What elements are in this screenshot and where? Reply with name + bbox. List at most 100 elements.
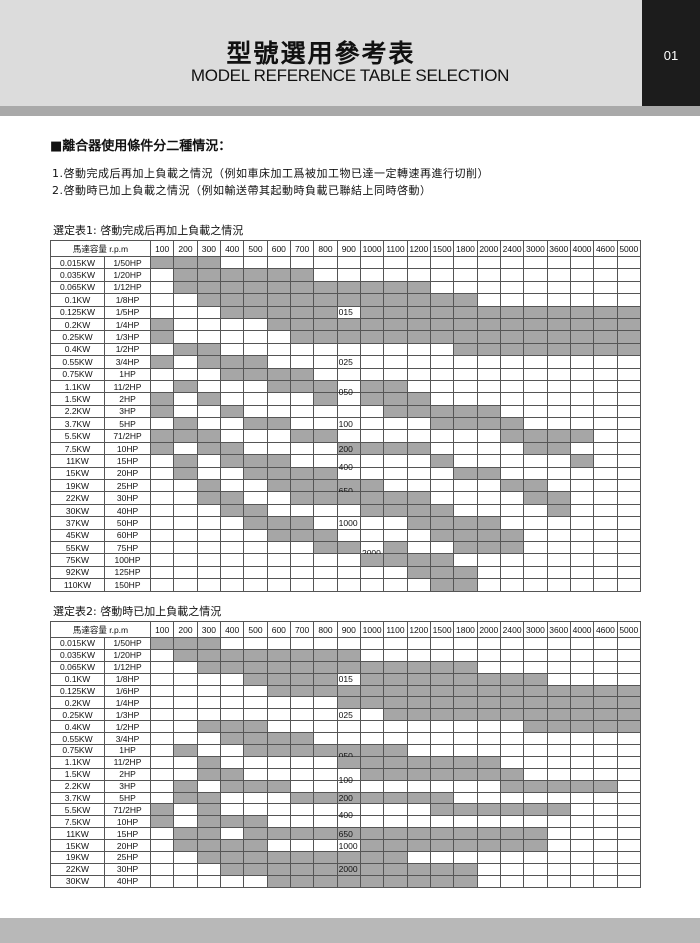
rpm-header: 1100 bbox=[383, 621, 408, 638]
empty-cell bbox=[616, 672, 642, 686]
empty-cell bbox=[243, 317, 268, 332]
empty-cell bbox=[289, 767, 315, 781]
empty-cell bbox=[219, 803, 245, 817]
applicable-cell bbox=[406, 791, 431, 805]
applicable-cell bbox=[359, 862, 385, 876]
applicable-cell bbox=[173, 648, 198, 662]
empty-cell bbox=[476, 720, 501, 734]
applicable-cell bbox=[289, 732, 315, 746]
motor-kw: 7.5KW bbox=[50, 815, 105, 829]
empty-cell bbox=[499, 441, 525, 456]
empty-cell bbox=[150, 755, 175, 769]
applicable-cell bbox=[359, 851, 385, 864]
applicable-cell bbox=[173, 342, 198, 357]
empty-cell bbox=[150, 684, 175, 698]
applicable-cell bbox=[546, 441, 571, 456]
header-row: 馬達容量 r.p.m 100 200 300 400 500 600 700 800 900 100… bbox=[49, 621, 642, 638]
applicable-cell bbox=[616, 342, 642, 357]
applicable-cell bbox=[429, 672, 455, 686]
rpm-header: 4600 bbox=[593, 240, 618, 257]
empty-cell bbox=[476, 578, 501, 592]
applicable-cell bbox=[313, 827, 338, 841]
applicable-cell bbox=[359, 839, 385, 853]
empty-cell bbox=[336, 637, 361, 650]
empty-cell bbox=[243, 491, 268, 505]
empty-cell bbox=[289, 503, 315, 518]
applicable-cell bbox=[499, 767, 525, 781]
empty-cell bbox=[616, 392, 642, 406]
motor-kw: 1.5KW bbox=[50, 767, 105, 781]
applicable-cell bbox=[429, 839, 455, 853]
empty-cell bbox=[383, 528, 408, 543]
empty-cell bbox=[569, 839, 595, 853]
empty-cell bbox=[616, 660, 642, 674]
empty-cell bbox=[546, 851, 571, 864]
empty-cell bbox=[476, 454, 501, 468]
empty-cell bbox=[173, 862, 198, 876]
empty-cell bbox=[546, 404, 571, 419]
applicable-cell bbox=[359, 767, 385, 781]
applicable-cell bbox=[406, 392, 431, 406]
applicable-cell bbox=[476, 417, 501, 431]
applicable-cell bbox=[243, 305, 268, 319]
empty-cell bbox=[593, 578, 618, 592]
applicable-cell bbox=[359, 827, 385, 841]
applicable-cell bbox=[593, 684, 618, 698]
empty-cell bbox=[499, 815, 525, 829]
empty-cell bbox=[173, 293, 198, 307]
empty-cell bbox=[219, 429, 245, 443]
empty-cell bbox=[173, 578, 198, 592]
empty-cell bbox=[219, 637, 245, 650]
empty-cell bbox=[266, 255, 291, 270]
empty-cell bbox=[150, 672, 175, 686]
applicable-cell bbox=[429, 578, 455, 592]
empty-cell bbox=[616, 744, 642, 757]
applicable-cell bbox=[523, 491, 548, 505]
applicable-cell bbox=[406, 767, 431, 781]
empty-cell bbox=[313, 355, 338, 369]
applicable-cell bbox=[196, 491, 222, 505]
applicable-cell bbox=[453, 528, 478, 543]
applicable-cell bbox=[313, 491, 338, 505]
empty-cell bbox=[173, 851, 198, 864]
empty-cell bbox=[406, 417, 431, 431]
applicable-cell bbox=[150, 637, 175, 650]
empty-cell bbox=[406, 540, 431, 555]
motor-kw: 0.035KW bbox=[50, 268, 105, 282]
applicable-cell bbox=[359, 293, 385, 307]
motor-hp: 150HP bbox=[103, 578, 152, 592]
empty-cell bbox=[406, 268, 431, 282]
empty-cell bbox=[219, 672, 245, 686]
motor-hp: 71/2HP bbox=[103, 429, 152, 443]
applicable-cell bbox=[196, 293, 222, 307]
empty-cell bbox=[266, 578, 291, 592]
applicable-cell bbox=[406, 305, 431, 319]
model-size-label: 025 bbox=[338, 356, 353, 367]
empty-cell bbox=[569, 503, 595, 518]
applicable-cell bbox=[219, 660, 245, 674]
empty-cell bbox=[289, 720, 315, 734]
empty-cell bbox=[546, 540, 571, 555]
empty-cell bbox=[383, 268, 408, 282]
applicable-cell bbox=[243, 862, 268, 876]
empty-cell bbox=[593, 637, 618, 650]
empty-cell bbox=[499, 648, 525, 662]
empty-cell bbox=[173, 305, 198, 319]
rpm-header: 1800 bbox=[453, 621, 478, 638]
empty-cell bbox=[219, 528, 245, 543]
applicable-cell bbox=[476, 330, 501, 344]
motor-kw: 5.5KW bbox=[50, 803, 105, 817]
empty-cell bbox=[593, 255, 618, 270]
empty-cell bbox=[429, 255, 455, 270]
applicable-cell bbox=[453, 342, 478, 357]
applicable-cell bbox=[196, 648, 222, 662]
empty-cell bbox=[523, 755, 548, 769]
motor-kw: 30KW bbox=[50, 503, 105, 518]
empty-cell bbox=[266, 330, 291, 344]
empty-cell bbox=[616, 637, 642, 650]
empty-cell bbox=[383, 648, 408, 662]
applicable-cell bbox=[313, 744, 338, 757]
empty-cell bbox=[383, 367, 408, 381]
applicable-cell bbox=[383, 280, 408, 295]
applicable-cell bbox=[313, 874, 338, 888]
